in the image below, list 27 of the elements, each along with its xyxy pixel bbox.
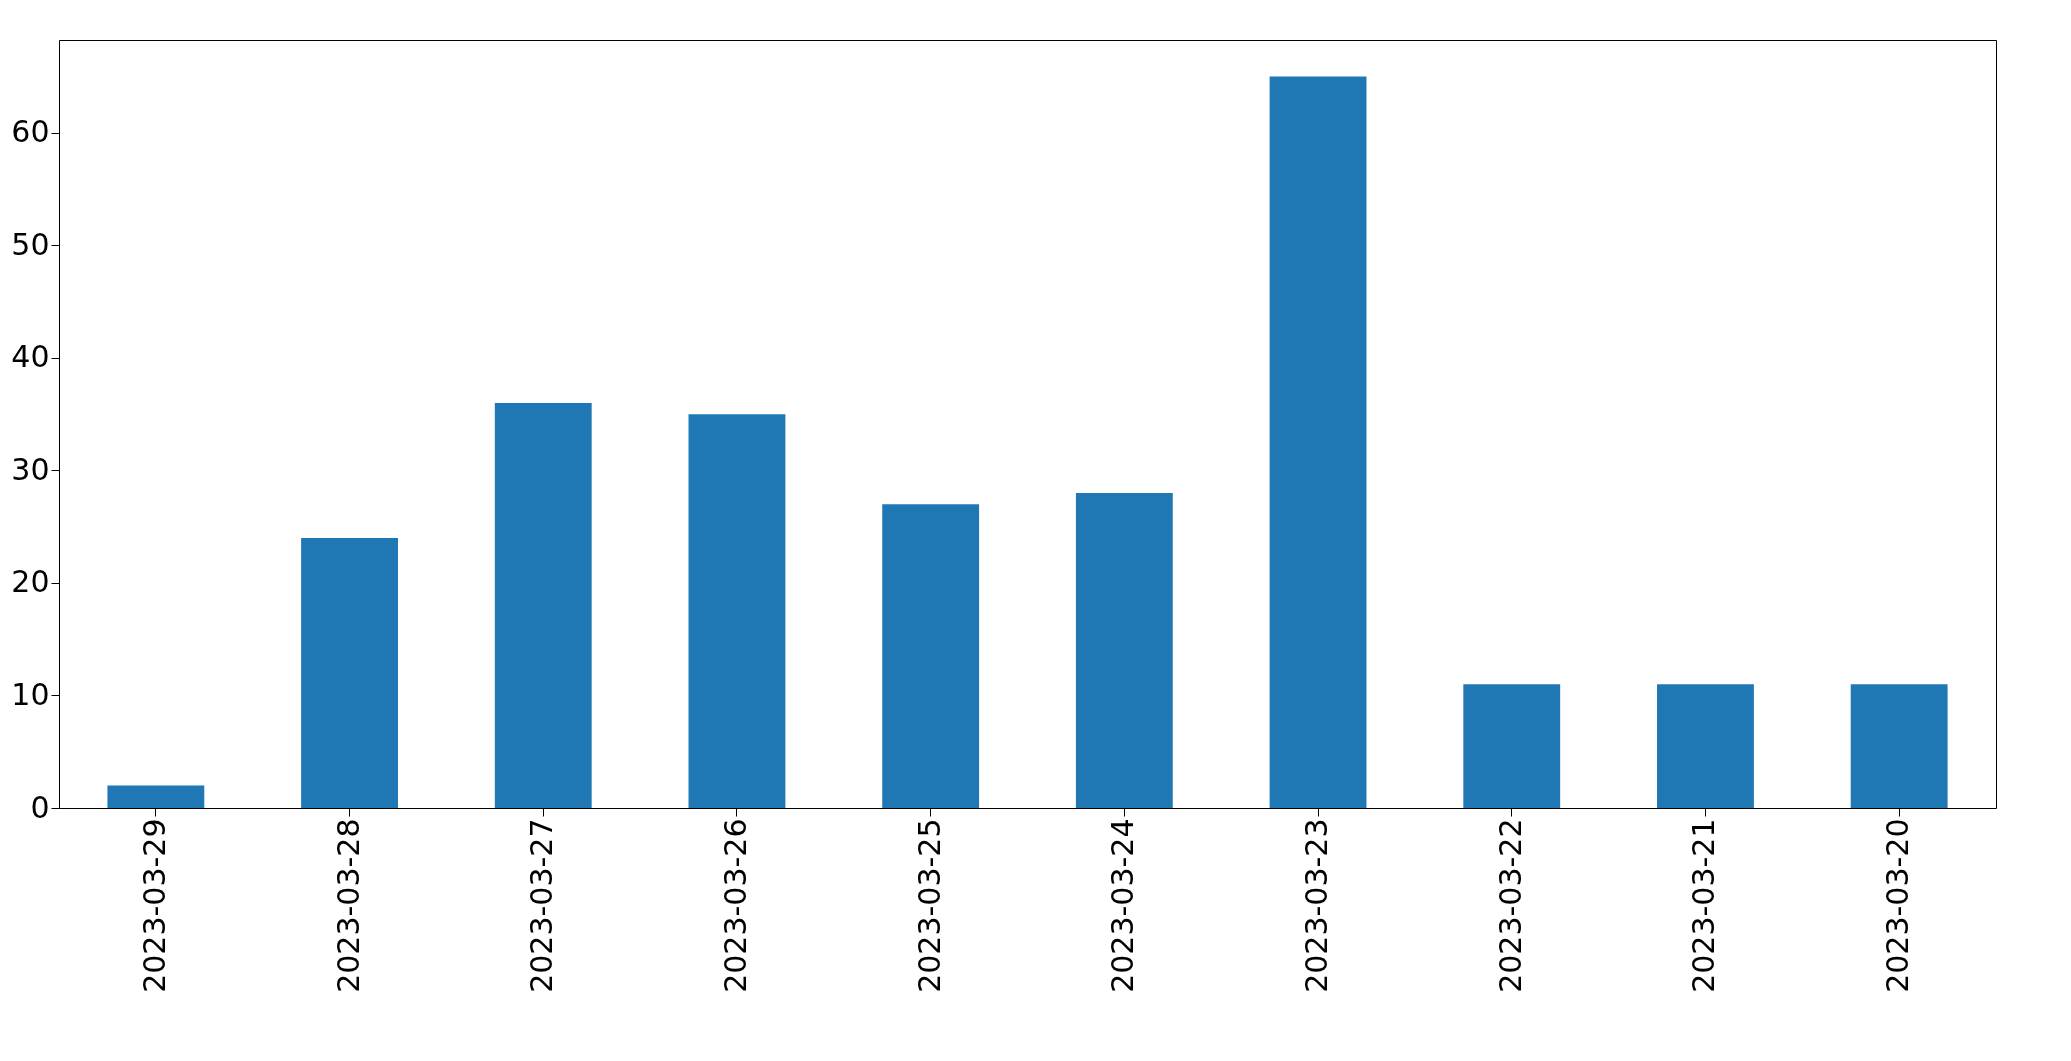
x-tick-label: 2023-03-20 xyxy=(1880,818,1916,993)
y-tick-label: 30 xyxy=(11,451,50,487)
x-tick-label: 2023-03-21 xyxy=(1686,818,1722,993)
x-tick-label: 2023-03-24 xyxy=(1105,818,1141,993)
y-tick-label: 20 xyxy=(11,564,50,600)
x-tick-label: 2023-03-25 xyxy=(911,818,947,993)
y-tick-label: 40 xyxy=(11,339,50,375)
bar xyxy=(301,537,398,808)
x-tick-label: 2023-03-27 xyxy=(524,818,560,993)
y-tick-label: 60 xyxy=(11,114,50,150)
x-tick-label: 2023-03-22 xyxy=(1492,818,1528,993)
bar xyxy=(494,402,592,808)
y-tick-label: 10 xyxy=(11,676,50,712)
x-tick-label: 2023-03-23 xyxy=(1299,818,1335,993)
bar xyxy=(1075,492,1173,808)
y-tick-label: 50 xyxy=(11,226,50,262)
bar xyxy=(1463,684,1561,808)
bar xyxy=(107,785,205,808)
x-tick-label: 2023-03-26 xyxy=(717,818,753,993)
bar xyxy=(688,414,786,808)
bar xyxy=(1657,684,1754,808)
bar xyxy=(1850,684,1948,808)
bar xyxy=(1269,76,1367,808)
x-tick-label: 2023-03-28 xyxy=(330,818,366,993)
x-tick-label: 2023-03-29 xyxy=(136,818,172,993)
bar xyxy=(882,504,980,808)
y-tick-label: 0 xyxy=(30,789,50,825)
